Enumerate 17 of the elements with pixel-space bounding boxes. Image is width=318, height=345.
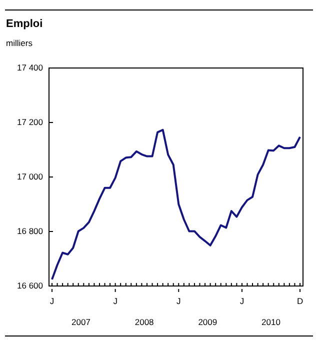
x-tick-label: D [296, 296, 304, 306]
y-tick-label: 17 000 [17, 172, 44, 182]
text: 2007 [72, 317, 91, 327]
y-tick-label: 16 800 [17, 226, 44, 236]
y-axis-title: milliers [6, 38, 32, 48]
x-tick-label: J [113, 296, 118, 306]
y-tick-label: 16 600 [17, 280, 44, 291]
y-tick-label: 17 400 [17, 62, 44, 73]
line-series [51, 128, 301, 280]
x-tick-label: J [50, 296, 54, 306]
y-tick-label: 17 200 [17, 117, 44, 128]
text: 2009 [198, 317, 218, 327]
chart-title: Emploi [6, 18, 43, 30]
x-tick-label: J [240, 296, 244, 306]
text: 2010 [262, 317, 281, 327]
x-tick-label: J [176, 296, 181, 306]
text: 2008 [134, 317, 154, 327]
